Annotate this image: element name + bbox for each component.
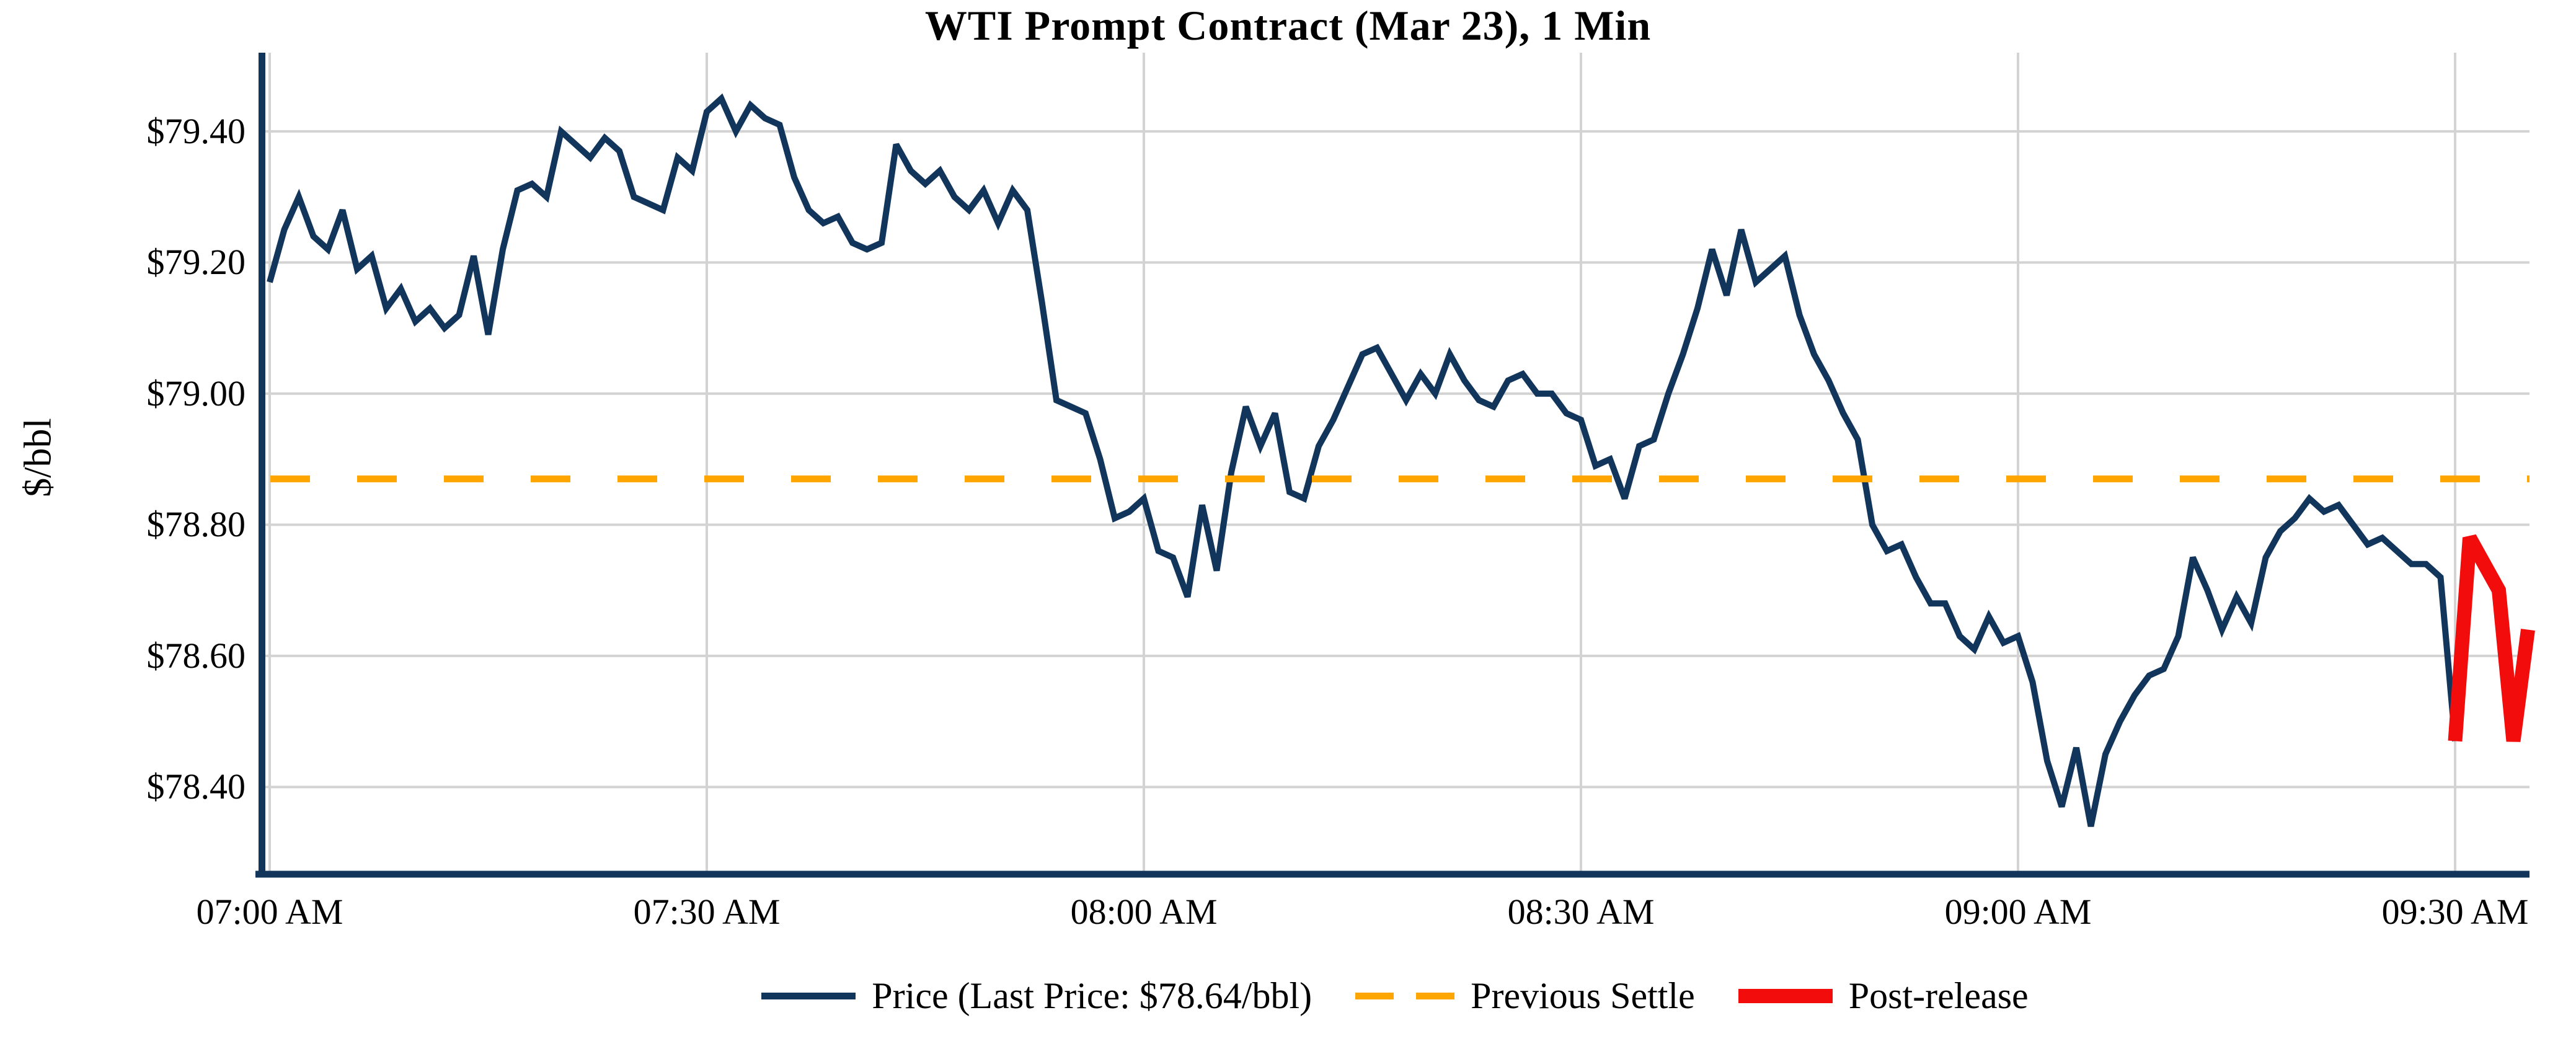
y-tick-label: $78.40 [146,766,246,807]
data-series [267,93,2535,827]
x-tick-label: 09:30 AM [2381,892,2529,932]
price-line [267,93,2458,827]
y-tick-label: $78.60 [146,635,246,676]
axis-spines [255,53,2530,878]
previous-settle-dashed-swatch-icon [1355,993,1455,999]
post-release-line-swatch-icon [1738,989,1833,1003]
chart-title: WTI Prompt Contract (Mar 23), 1 Min [924,2,1652,49]
x-tick-label: 08:30 AM [1507,892,1655,932]
legend-label-post-release: Post-release [1848,975,2029,1016]
y-tick-label: $78.80 [146,504,246,545]
price-line-swatch-icon [761,993,856,999]
post-release-line [2448,534,2535,742]
legend-item-post-release: Post-release [1738,975,2029,1017]
x-tick-label: 08:00 AM [1070,892,1218,932]
x-tick-label: 07:00 AM [196,892,343,932]
y-tick-label: $79.20 [146,242,246,283]
gridlines [262,53,2530,874]
y-tick-label: $79.00 [146,373,246,414]
y-tick-label: $79.40 [146,110,246,151]
legend-label-previous-settle: Previous Settle [1471,975,1695,1016]
legend-label-price: Price (Last Price: $78.64/bbl) [872,975,1312,1016]
x-tick-label: 07:30 AM [633,892,781,932]
legend-item-price: Price (Last Price: $78.64/bbl) [761,975,1312,1017]
x-tick-label: 09:00 AM [1944,892,2092,932]
legend: Price (Last Price: $78.64/bbl) Previous … [260,975,2530,1017]
legend-item-previous-settle: Previous Settle [1355,975,1695,1017]
